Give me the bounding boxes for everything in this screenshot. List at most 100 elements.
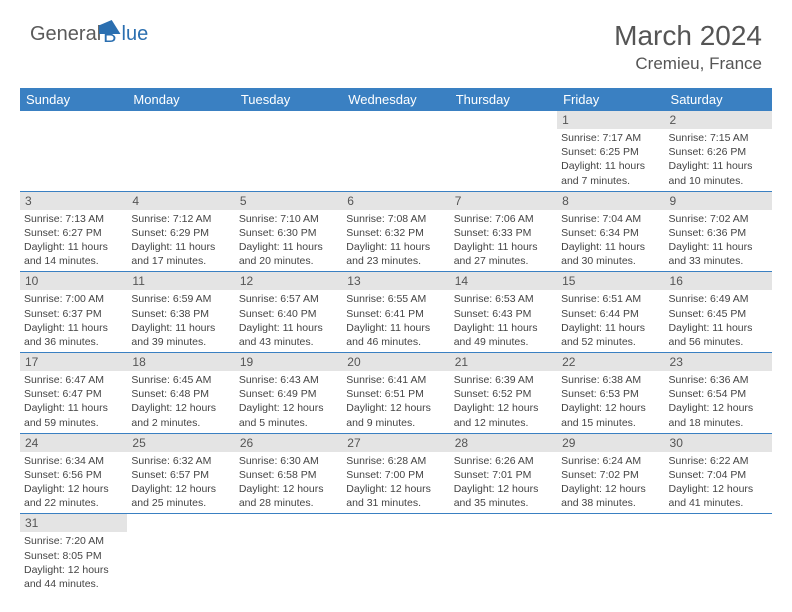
calendar-week-row: 3Sunrise: 7:13 AMSunset: 6:27 PMDaylight…	[20, 191, 772, 272]
day-details: Sunrise: 6:39 AMSunset: 6:52 PMDaylight:…	[450, 371, 557, 433]
day-details: Sunrise: 6:28 AMSunset: 7:00 PMDaylight:…	[342, 452, 449, 514]
day-details: Sunrise: 6:30 AMSunset: 6:58 PMDaylight:…	[235, 452, 342, 514]
calendar-day-cell: 17Sunrise: 6:47 AMSunset: 6:47 PMDayligh…	[20, 353, 127, 434]
calendar-day-cell: 23Sunrise: 6:36 AMSunset: 6:54 PMDayligh…	[665, 353, 772, 434]
day-details: Sunrise: 7:00 AMSunset: 6:37 PMDaylight:…	[20, 290, 127, 352]
calendar-day-cell: 27Sunrise: 6:28 AMSunset: 7:00 PMDayligh…	[342, 433, 449, 514]
calendar-day-cell	[557, 514, 664, 594]
day-number: 19	[235, 353, 342, 371]
day-number: 14	[450, 272, 557, 290]
day-number: 16	[665, 272, 772, 290]
day-number: 4	[127, 192, 234, 210]
calendar-day-cell: 20Sunrise: 6:41 AMSunset: 6:51 PMDayligh…	[342, 353, 449, 434]
day-number: 13	[342, 272, 449, 290]
dow-friday: Friday	[557, 88, 664, 111]
calendar-day-cell: 30Sunrise: 6:22 AMSunset: 7:04 PMDayligh…	[665, 433, 772, 514]
calendar-day-cell: 24Sunrise: 6:34 AMSunset: 6:56 PMDayligh…	[20, 433, 127, 514]
calendar-week-row: 1Sunrise: 7:17 AMSunset: 6:25 PMDaylight…	[20, 111, 772, 191]
calendar-day-cell	[127, 111, 234, 191]
day-details: Sunrise: 6:24 AMSunset: 7:02 PMDaylight:…	[557, 452, 664, 514]
day-number: 3	[20, 192, 127, 210]
calendar-week-row: 31Sunrise: 7:20 AMSunset: 8:05 PMDayligh…	[20, 514, 772, 594]
logo-text-blue: lue	[122, 23, 149, 46]
calendar-day-cell: 10Sunrise: 7:00 AMSunset: 6:37 PMDayligh…	[20, 272, 127, 353]
day-number: 6	[342, 192, 449, 210]
day-number: 21	[450, 353, 557, 371]
calendar-day-cell	[342, 111, 449, 191]
title-block: March 2024 Cremieu, France	[614, 20, 762, 74]
day-number: 1	[557, 111, 664, 129]
day-number: 7	[450, 192, 557, 210]
calendar-day-cell: 7Sunrise: 7:06 AMSunset: 6:33 PMDaylight…	[450, 191, 557, 272]
month-title: March 2024	[614, 20, 762, 52]
day-number: 20	[342, 353, 449, 371]
day-details: Sunrise: 6:38 AMSunset: 6:53 PMDaylight:…	[557, 371, 664, 433]
dow-wednesday: Wednesday	[342, 88, 449, 111]
day-number: 27	[342, 434, 449, 452]
calendar-day-cell	[342, 514, 449, 594]
header: General B lue March 2024 Cremieu, France	[0, 0, 792, 82]
dow-thursday: Thursday	[450, 88, 557, 111]
day-details: Sunrise: 7:06 AMSunset: 6:33 PMDaylight:…	[450, 210, 557, 272]
day-number: 18	[127, 353, 234, 371]
day-number: 11	[127, 272, 234, 290]
calendar-day-cell	[665, 514, 772, 594]
day-details: Sunrise: 6:57 AMSunset: 6:40 PMDaylight:…	[235, 290, 342, 352]
calendar-day-cell	[450, 514, 557, 594]
day-details: Sunrise: 7:20 AMSunset: 8:05 PMDaylight:…	[20, 532, 127, 594]
calendar-week-row: 17Sunrise: 6:47 AMSunset: 6:47 PMDayligh…	[20, 353, 772, 434]
calendar-day-cell: 8Sunrise: 7:04 AMSunset: 6:34 PMDaylight…	[557, 191, 664, 272]
dow-tuesday: Tuesday	[235, 88, 342, 111]
calendar-day-cell: 22Sunrise: 6:38 AMSunset: 6:53 PMDayligh…	[557, 353, 664, 434]
calendar-week-row: 10Sunrise: 7:00 AMSunset: 6:37 PMDayligh…	[20, 272, 772, 353]
day-details: Sunrise: 6:34 AMSunset: 6:56 PMDaylight:…	[20, 452, 127, 514]
calendar-day-cell: 16Sunrise: 6:49 AMSunset: 6:45 PMDayligh…	[665, 272, 772, 353]
calendar-day-cell: 18Sunrise: 6:45 AMSunset: 6:48 PMDayligh…	[127, 353, 234, 434]
day-number: 22	[557, 353, 664, 371]
day-number: 29	[557, 434, 664, 452]
day-number: 5	[235, 192, 342, 210]
day-details: Sunrise: 7:08 AMSunset: 6:32 PMDaylight:…	[342, 210, 449, 272]
calendar-day-cell	[20, 111, 127, 191]
calendar-day-cell	[235, 111, 342, 191]
calendar-day-cell: 9Sunrise: 7:02 AMSunset: 6:36 PMDaylight…	[665, 191, 772, 272]
day-details: Sunrise: 6:53 AMSunset: 6:43 PMDaylight:…	[450, 290, 557, 352]
calendar-day-cell: 12Sunrise: 6:57 AMSunset: 6:40 PMDayligh…	[235, 272, 342, 353]
calendar-day-cell: 5Sunrise: 7:10 AMSunset: 6:30 PMDaylight…	[235, 191, 342, 272]
logo-triangle-icon	[99, 20, 121, 34]
day-details: Sunrise: 6:45 AMSunset: 6:48 PMDaylight:…	[127, 371, 234, 433]
calendar-day-cell: 25Sunrise: 6:32 AMSunset: 6:57 PMDayligh…	[127, 433, 234, 514]
calendar-day-cell: 15Sunrise: 6:51 AMSunset: 6:44 PMDayligh…	[557, 272, 664, 353]
day-details: Sunrise: 6:41 AMSunset: 6:51 PMDaylight:…	[342, 371, 449, 433]
day-details: Sunrise: 6:59 AMSunset: 6:38 PMDaylight:…	[127, 290, 234, 352]
calendar-table: Sunday Monday Tuesday Wednesday Thursday…	[20, 88, 772, 594]
calendar-day-cell: 3Sunrise: 7:13 AMSunset: 6:27 PMDaylight…	[20, 191, 127, 272]
calendar-day-cell	[450, 111, 557, 191]
day-number: 30	[665, 434, 772, 452]
day-details: Sunrise: 7:15 AMSunset: 6:26 PMDaylight:…	[665, 129, 772, 191]
day-number: 23	[665, 353, 772, 371]
dow-monday: Monday	[127, 88, 234, 111]
day-details: Sunrise: 7:10 AMSunset: 6:30 PMDaylight:…	[235, 210, 342, 272]
day-number: 26	[235, 434, 342, 452]
day-details: Sunrise: 6:32 AMSunset: 6:57 PMDaylight:…	[127, 452, 234, 514]
day-details: Sunrise: 6:49 AMSunset: 6:45 PMDaylight:…	[665, 290, 772, 352]
day-details: Sunrise: 6:51 AMSunset: 6:44 PMDaylight:…	[557, 290, 664, 352]
dow-sunday: Sunday	[20, 88, 127, 111]
calendar-day-cell	[127, 514, 234, 594]
day-details: Sunrise: 7:17 AMSunset: 6:25 PMDaylight:…	[557, 129, 664, 191]
day-number: 12	[235, 272, 342, 290]
day-number: 28	[450, 434, 557, 452]
dow-header-row: Sunday Monday Tuesday Wednesday Thursday…	[20, 88, 772, 111]
logo: General B lue	[30, 20, 148, 48]
day-details: Sunrise: 6:22 AMSunset: 7:04 PMDaylight:…	[665, 452, 772, 514]
day-number: 17	[20, 353, 127, 371]
calendar-day-cell	[235, 514, 342, 594]
day-details: Sunrise: 6:55 AMSunset: 6:41 PMDaylight:…	[342, 290, 449, 352]
calendar-day-cell: 14Sunrise: 6:53 AMSunset: 6:43 PMDayligh…	[450, 272, 557, 353]
day-details: Sunrise: 7:04 AMSunset: 6:34 PMDaylight:…	[557, 210, 664, 272]
calendar-day-cell: 26Sunrise: 6:30 AMSunset: 6:58 PMDayligh…	[235, 433, 342, 514]
calendar-week-row: 24Sunrise: 6:34 AMSunset: 6:56 PMDayligh…	[20, 433, 772, 514]
day-number: 24	[20, 434, 127, 452]
calendar-day-cell: 19Sunrise: 6:43 AMSunset: 6:49 PMDayligh…	[235, 353, 342, 434]
